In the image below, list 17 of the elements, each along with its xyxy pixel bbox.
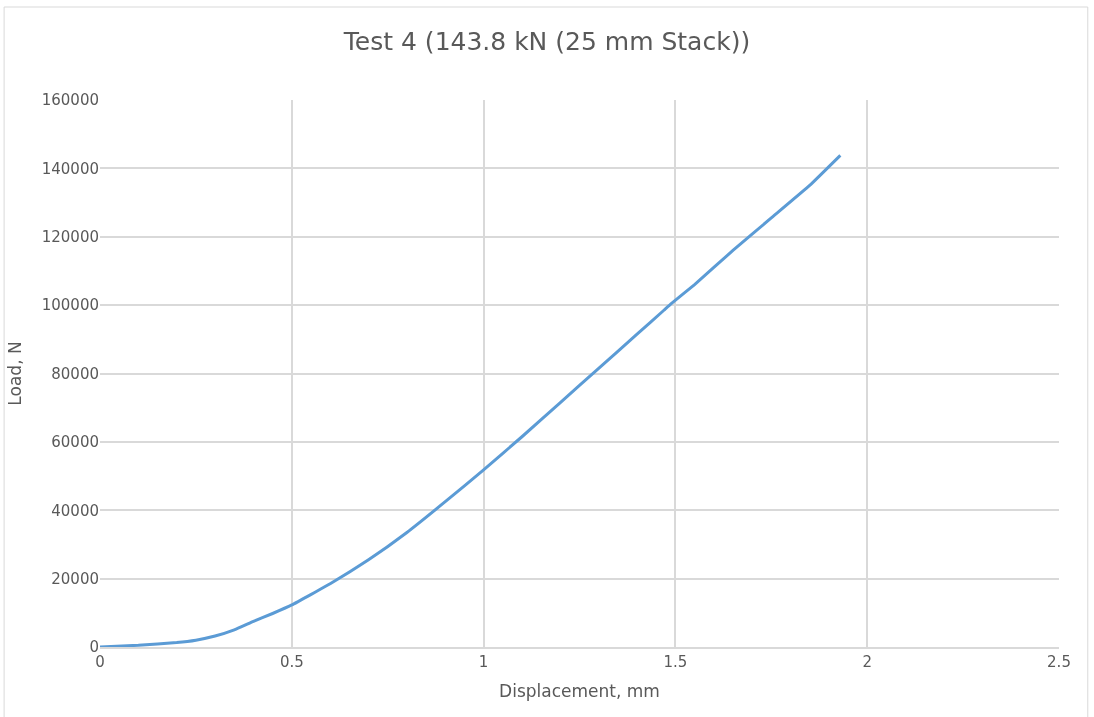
y-tick-label: 100000 xyxy=(41,296,99,315)
y-tick-label: 40000 xyxy=(51,501,99,520)
y-tick-label: 140000 xyxy=(41,159,99,178)
x-axis-title: Displacement, mm xyxy=(499,680,660,701)
y-tick-label: 80000 xyxy=(51,364,99,383)
y-tick-label: 60000 xyxy=(51,433,99,452)
line-series xyxy=(100,153,842,647)
y-tick-label: 120000 xyxy=(41,228,99,246)
x-tick-label: 2 xyxy=(862,653,872,671)
y-axis-title: Load, N xyxy=(5,341,26,406)
x-tick-label: 2.5 xyxy=(1047,653,1071,671)
x-tick-label: 0.5 xyxy=(279,653,304,671)
chart-title: Test 4 (143.8 kN (25 mm Stack)) xyxy=(342,26,751,56)
x-tick-label: 1.5 xyxy=(663,653,688,671)
x-tick-label: 1 xyxy=(478,653,489,671)
y-tick-label: 160000 xyxy=(41,91,99,110)
y-tick-label: 20000 xyxy=(51,569,99,588)
